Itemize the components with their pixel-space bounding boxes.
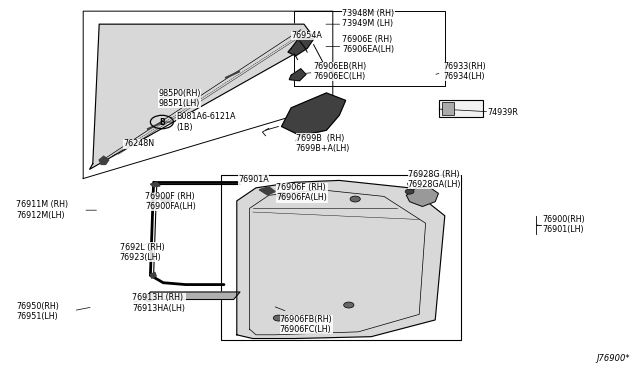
- Text: 76928G (RH)
76928GA(LH): 76928G (RH) 76928GA(LH): [408, 170, 461, 189]
- FancyBboxPatch shape: [442, 102, 454, 115]
- Text: 7699B  (RH)
7699B+A(LH): 7699B (RH) 7699B+A(LH): [296, 134, 350, 153]
- Text: 76906E (RH)
76906EA(LH): 76906E (RH) 76906EA(LH): [342, 35, 394, 54]
- Text: 74939R: 74939R: [488, 108, 518, 117]
- Text: 76906F (RH)
76906FA(LH): 76906F (RH) 76906FA(LH): [276, 183, 327, 202]
- Text: 76911M (RH)
76912M(LH): 76911M (RH) 76912M(LH): [16, 201, 68, 220]
- Circle shape: [276, 192, 287, 198]
- Polygon shape: [160, 196, 172, 203]
- Polygon shape: [150, 272, 156, 278]
- Polygon shape: [237, 180, 445, 339]
- Text: 76906FB(RH)
76906FC(LH): 76906FB(RH) 76906FC(LH): [280, 315, 332, 334]
- Polygon shape: [150, 182, 160, 187]
- Text: B081A6-6121A
(1B): B081A6-6121A (1B): [176, 112, 236, 132]
- Polygon shape: [406, 187, 438, 206]
- Polygon shape: [289, 69, 306, 81]
- Text: 76913H (RH)
76913HA(LH): 76913H (RH) 76913HA(LH): [132, 294, 186, 313]
- Text: 76954A: 76954A: [291, 31, 322, 40]
- Circle shape: [344, 302, 354, 308]
- Polygon shape: [90, 24, 314, 169]
- Polygon shape: [259, 187, 275, 195]
- Text: J76900*: J76900*: [596, 354, 630, 363]
- Text: 76248N: 76248N: [123, 140, 154, 148]
- Text: 76950(RH)
76951(LH): 76950(RH) 76951(LH): [16, 302, 59, 321]
- Circle shape: [350, 196, 360, 202]
- Polygon shape: [144, 292, 240, 299]
- Text: 73948M (RH)
73949M (LH): 73948M (RH) 73949M (LH): [342, 9, 394, 28]
- Text: 985P0(RH)
985P1(LH): 985P0(RH) 985P1(LH): [158, 89, 200, 108]
- Text: 76933(RH)
76934(LH): 76933(RH) 76934(LH): [443, 62, 486, 81]
- Circle shape: [273, 315, 284, 321]
- Text: B: B: [159, 118, 164, 126]
- Text: 76906EB(RH)
76906EC(LH): 76906EB(RH) 76906EC(LH): [314, 62, 367, 81]
- Text: 76900(RH)
76901(LH): 76900(RH) 76901(LH): [543, 215, 586, 234]
- Circle shape: [405, 189, 414, 194]
- Polygon shape: [288, 37, 314, 56]
- Circle shape: [143, 294, 156, 301]
- Polygon shape: [99, 156, 109, 164]
- Text: 76901A: 76901A: [238, 175, 269, 184]
- FancyBboxPatch shape: [439, 100, 483, 117]
- Polygon shape: [282, 93, 346, 136]
- Text: 7692L (RH)
76923(LH): 7692L (RH) 76923(LH): [120, 243, 164, 262]
- Text: 76900F (RH)
76900FA(LH): 76900F (RH) 76900FA(LH): [145, 192, 196, 211]
